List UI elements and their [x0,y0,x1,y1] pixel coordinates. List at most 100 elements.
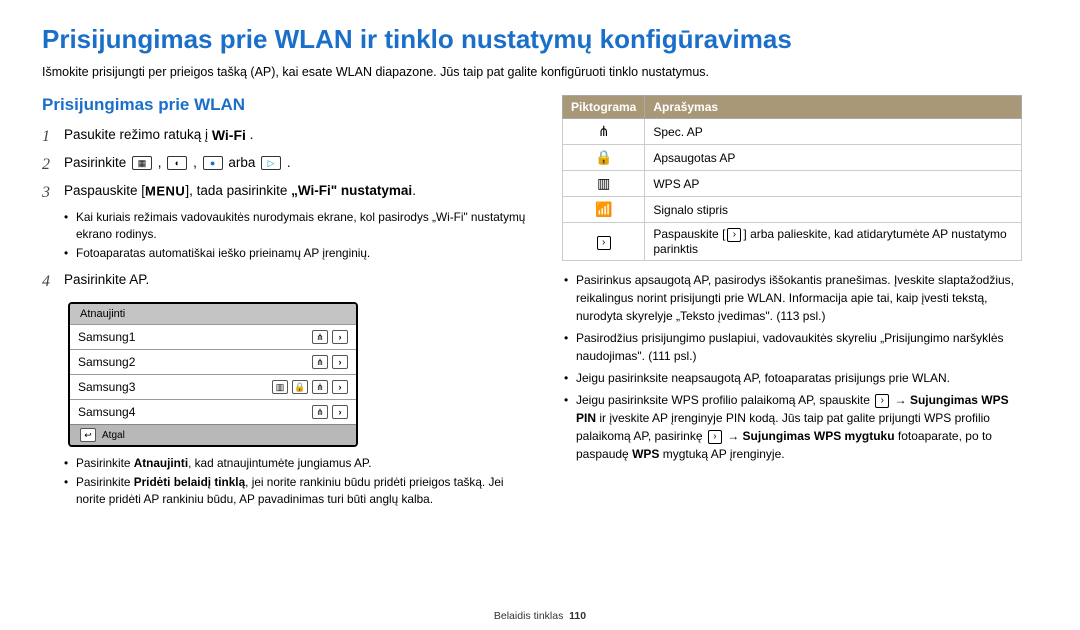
icon-description-table: Piktograma Aprašymas ⋔ Spec. AP 🔒 Apsaug… [562,95,1022,261]
content-columns: Prisijungimas prie WLAN 1 Pasukite režim… [42,95,1038,511]
step2-pre: Pasirinkite [64,155,130,170]
step-4: 4 Pasirinkite AP. [42,270,532,294]
ap-panel-footer[interactable]: ↩ Atgal [70,424,356,445]
th-icon: Piktograma [563,96,645,119]
footer-page: 110 [569,610,586,622]
ap-name: Samsung3 [78,380,135,394]
t: , kad atnaujintumėte jungiamus AP. [188,456,371,470]
step3-post: . [412,183,416,198]
bullet: Jeigu pasirinksite neapsaugotą AP, fotoa… [562,369,1022,387]
bullet: Pasirinkite Atnaujinti, kad atnaujintumė… [64,455,532,472]
sep: , [158,155,166,170]
step-3: 3 Paspauskite [MENU], tada pasirinkite „… [42,181,532,205]
th-desc: Aprašymas [645,96,1022,119]
expand-icon-inline: › [727,228,741,242]
step3-pre: Paspauskite [ [64,183,145,198]
step1-pre: Pasukite režimo ratuką į [64,127,212,142]
table-row: ▥ WPS AP [563,171,1022,197]
menu-icon: MENU [145,184,185,199]
desc: Signalo stipris [645,197,1022,223]
desc: WPS AP [645,171,1022,197]
ap-row[interactable]: Samsung3 ▥🔒⋔› [70,374,356,399]
table-row: ⋔ Spec. AP [563,119,1022,145]
t: Paspauskite [ [653,227,725,241]
chevron-icon: › [332,405,348,419]
page-title: Prisijungimas prie WLAN ir tinklo nustat… [42,24,1038,55]
step4-bullets: Pasirinkite Atnaujinti, kad atnaujintumė… [64,455,532,508]
step3-bullets: Kai kuriais režimais vadovaukitės nurody… [64,209,532,262]
step3-bold: „Wi-Fi" nustatymai [291,183,412,198]
ap-row[interactable]: Samsung1 ⋔ › [70,324,356,349]
step-1: 1 Pasukite režimo ratuką į Wi-Fi . [42,125,532,149]
t: → [724,429,743,443]
right-bullets: Pasirinkus apsaugotą AP, pasirodys iššok… [562,271,1022,463]
chevron-icon: › [332,355,348,369]
desc: Apsaugotas AP [645,145,1022,171]
table-row: › Paspauskite [›] arba palieskite, kad a… [563,223,1022,261]
section-title: Prisijungimas prie WLAN [42,95,532,115]
signal-icon: ⋔ [312,380,328,394]
signal-icon: ⋔ [312,330,328,344]
chevron-icon: › [332,330,348,344]
back-label: Atgal [102,430,125,441]
t: mygtuką AP įrenginyje. [659,447,784,461]
ap-name: Samsung2 [78,355,135,369]
ap-name: Samsung1 [78,330,135,344]
ap-name: Samsung4 [78,405,135,419]
table-row: 📶 Signalo stipris [563,197,1022,223]
ap-panel-header[interactable]: Atnaujinti [70,304,356,324]
t: WPS [632,447,659,461]
t: Pasirinkite [76,475,134,489]
desc: Spec. AP [645,119,1022,145]
step-2: 2 Pasirinkite ▦ , ◐ , ● arba ▷ . [42,153,532,177]
signal-icon: ⋔ [312,405,328,419]
step3-mid: ], tada pasirinkite [185,183,291,198]
signal-icon: 📶 [563,197,645,223]
bullet: Jeigu pasirinksite WPS profilio palaikom… [562,391,1022,463]
t: → [891,393,910,407]
bullet: Pasirodžius prisijungimo puslapiui, vado… [562,329,1022,365]
signal-icon: ⋔ [312,355,328,369]
left-column: Prisijungimas prie WLAN 1 Pasukite režim… [42,95,532,511]
mode-icon-1: ▦ [132,156,152,170]
wps-icon: ▥ [563,171,645,197]
lock-icon: 🔒 [563,145,645,171]
bullet: Pasirinkite Pridėti belaidį tinklą, jei … [64,474,532,508]
bullet: Kai kuriais režimais vadovaukitės nurody… [64,209,532,243]
step-number: 4 [42,270,64,294]
desc: Paspauskite [›] arba palieskite, kad ati… [645,223,1022,261]
arba: arba [228,155,259,170]
t: Sujungimas WPS mygtuku [743,429,895,443]
step1-post: . [250,127,254,142]
intro-text: Išmokite prisijungti per prieigos tašką … [42,65,1038,79]
expand-icon: › [563,223,645,261]
step-number: 3 [42,181,64,205]
ap-row[interactable]: Samsung2 ⋔ › [70,349,356,374]
t: Jeigu pasirinksite WPS profilio palaikom… [576,393,873,407]
ap-list-panel: Atnaujinti Samsung1 ⋔ › Samsung2 ⋔ › Samsu… [68,302,358,447]
mode-icon-2: ◐ [167,156,187,170]
step-number: 2 [42,153,64,177]
table-row: 🔒 Apsaugotas AP [563,145,1022,171]
chevron-icon: › [875,394,889,408]
lock-icon: 🔒 [292,380,308,394]
step4-text: Pasirinkite AP. [64,270,532,290]
back-icon: ↩ [80,428,96,442]
bullet: Fotoaparatas automatiškai ieško prieinam… [64,245,532,262]
step2-post: . [287,155,291,170]
right-column: Piktograma Aprašymas ⋔ Spec. AP 🔒 Apsaug… [562,95,1022,511]
t: Pasirinkite [76,456,134,470]
sep: , [193,155,201,170]
t: Atnaujinti [134,456,188,470]
adhoc-icon: ⋔ [563,119,645,145]
t: Pridėti belaidį tinklą [134,475,245,489]
ap-row[interactable]: Samsung4 ⋔ › [70,399,356,424]
chevron-icon: › [332,380,348,394]
chevron-icon: › [708,430,722,444]
wifi-icon: Wi-Fi [212,127,246,143]
bullet: Pasirinkus apsaugotą AP, pasirodys iššok… [562,271,1022,325]
step-number: 1 [42,125,64,149]
mode-icon-3: ● [203,156,223,170]
mode-icon-4: ▷ [261,156,281,170]
page-footer: Belaidis tinklas 110 [0,610,1080,622]
